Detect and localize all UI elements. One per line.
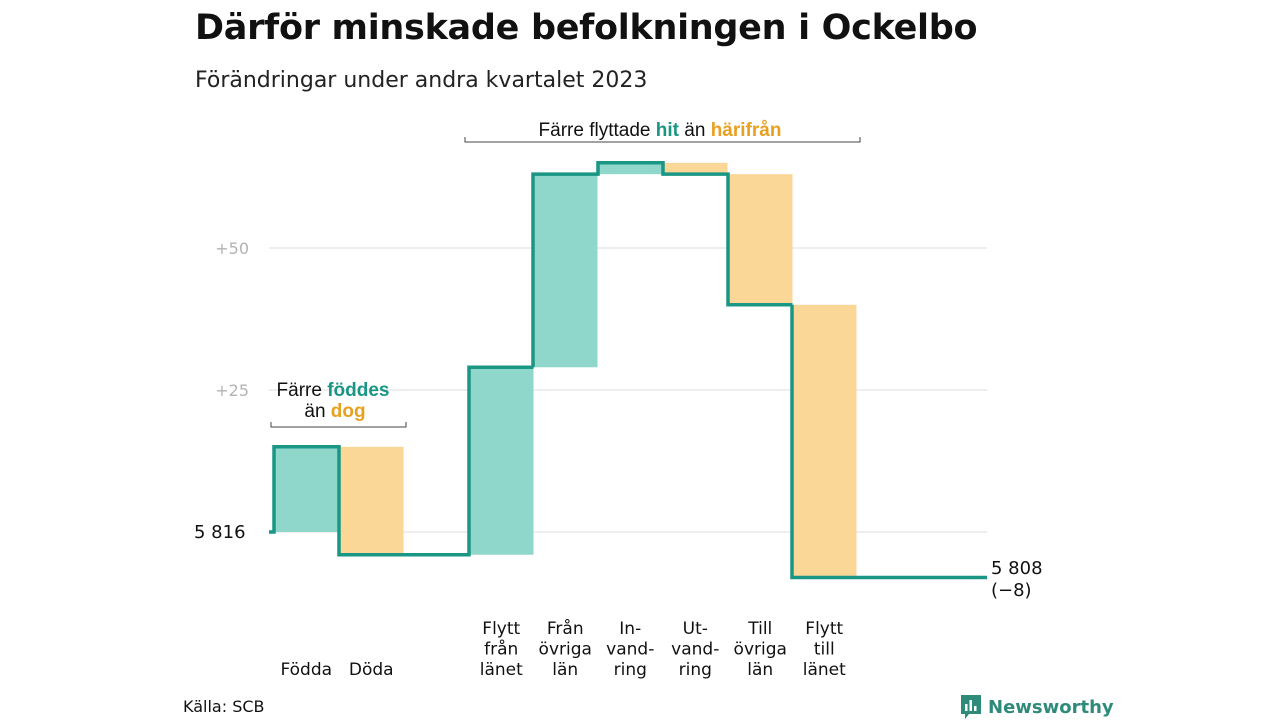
category-label: Födda [280,660,332,680]
waterfall-bar [469,367,534,555]
y-tick-labels: +50 +25 [215,239,249,400]
category-label: Flytt från länet [480,619,523,680]
waterfall-bar [663,162,728,175]
population-step-line [269,161,987,580]
waterfall-bars [274,162,857,578]
newsworthy-logo-icon [961,695,981,719]
annotation-text: än [304,401,330,422]
svg-text:Färre föddes: Färre föddes [277,380,390,401]
category-label: Ut-vand-ring [671,619,719,680]
annotation-text: än [679,120,711,141]
annotation-highlight-died: dog [331,401,366,422]
category-label: Döda [349,660,394,680]
svg-text:än dog: än dog [304,401,365,422]
category-label: Flytt till länet [803,619,846,680]
waterfall-bar [339,446,404,555]
category-label: In-vand-ring [606,619,654,680]
newsworthy-logo: Newsworthy [960,692,1114,722]
annotation-bracket [270,422,407,428]
annotation-text: Färre [277,380,328,401]
births-deaths-annotation: Färre föddes än dog [270,380,407,428]
chart-title: Därför minskade befolkningen i Ockelbo [195,8,978,48]
waterfall-bar [598,162,663,175]
end-value-label: 5 808 [991,558,1043,579]
waterfall-bar [533,174,598,368]
svg-text:Färre flyttade hit än härifrån: Färre flyttade hit än härifrån [539,120,782,141]
y-tick-label: +25 [215,381,249,400]
moves-annotation: Färre flyttade hit än härifrån [464,120,861,143]
y-tick-label: +50 [215,239,249,258]
waterfall-bar [792,304,857,578]
annotation-text: Färre flyttade [539,120,656,141]
start-value-label: 5 816 [194,522,246,543]
waterfall-bar [728,174,793,305]
end-change-label: (−8) [991,580,1032,601]
waterfall-bar [274,446,339,532]
category-label: Till övriga län [734,619,787,680]
annotation-bracket [464,137,861,143]
source-note: Källa: SCB [183,697,265,716]
category-labels: Födda Döda Flytt från länet Från övriga län In-v… [280,618,846,680]
annotation-highlight-born: föddes [327,380,389,401]
brand-name: Newsworthy [988,696,1114,718]
annotation-highlight-away: härifrån [711,120,782,141]
annotation-highlight-here: hit [656,120,680,141]
category-label: Från övriga län [539,618,592,680]
chart-subtitle: Förändringar under andra kvartalet 2023 [195,68,648,93]
